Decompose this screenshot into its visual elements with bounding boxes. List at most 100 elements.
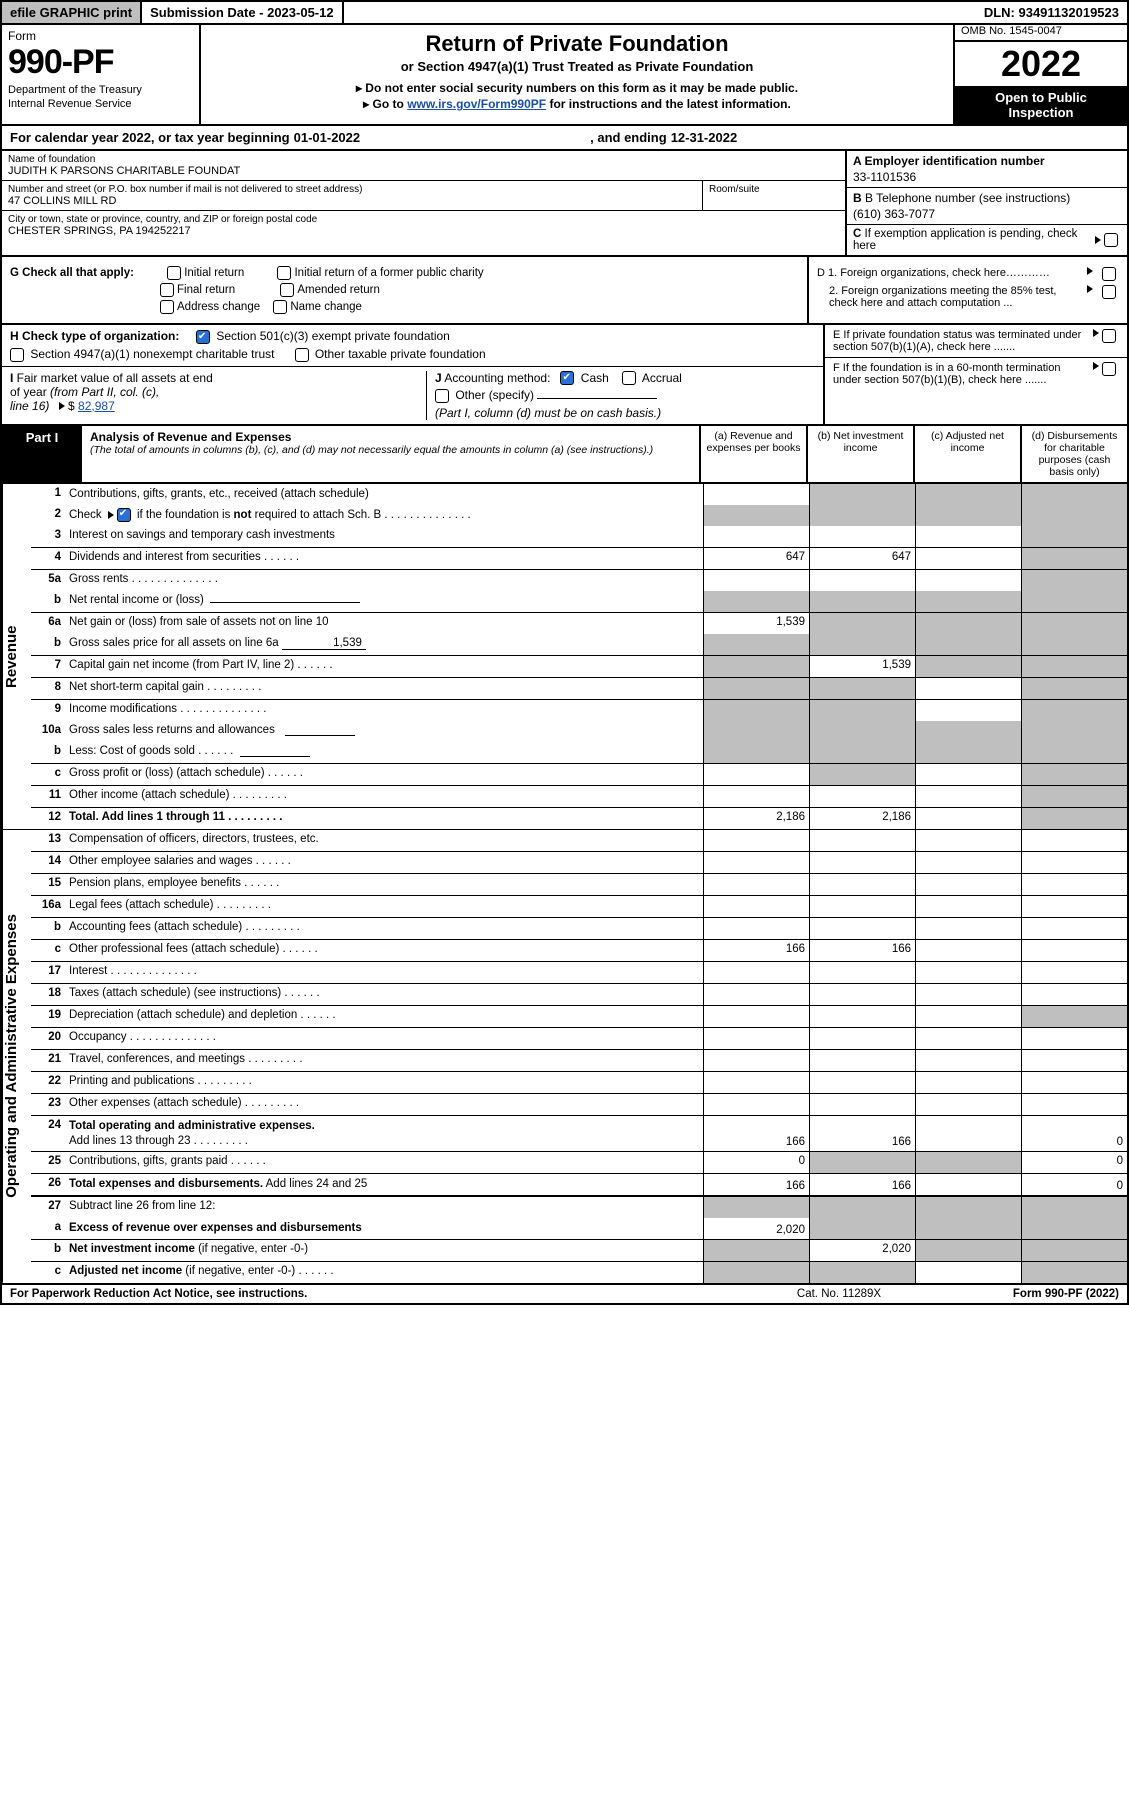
final-return-checkbox[interactable] bbox=[160, 283, 174, 297]
c-label: C If exemption application is pending, c… bbox=[853, 228, 1092, 252]
cell-6a-a: 1,539 bbox=[703, 613, 809, 634]
amended-return-checkbox[interactable] bbox=[280, 283, 294, 297]
j-block: J Accounting method: Cash Accrual Other … bbox=[426, 371, 815, 421]
dln: DLN: 93491132019523 bbox=[976, 2, 1127, 23]
cell bbox=[703, 874, 809, 895]
cell-26b: 166 bbox=[809, 1174, 915, 1195]
cell bbox=[703, 852, 809, 873]
city-value: CHESTER SPRINGS, PA 194252217 bbox=[8, 225, 839, 237]
fmv-value: 82,987 bbox=[78, 399, 115, 413]
initial-former-checkbox[interactable] bbox=[277, 266, 291, 280]
line-num: 18 bbox=[31, 984, 67, 1005]
address-change-checkbox[interactable] bbox=[160, 300, 174, 314]
initial-return-checkbox[interactable] bbox=[167, 266, 181, 280]
r7-text: Capital gain net income (from Part IV, l… bbox=[69, 659, 294, 671]
d2-checkbox[interactable] bbox=[1102, 285, 1116, 299]
j-other-checkbox[interactable] bbox=[435, 389, 449, 403]
line-num: 6a bbox=[31, 613, 67, 634]
cell bbox=[703, 1006, 809, 1027]
footer-right: Form 990-PF (2022) bbox=[939, 1288, 1119, 1300]
h-other-tax-checkbox[interactable] bbox=[295, 348, 309, 362]
cell bbox=[915, 505, 1021, 526]
r14-text: Other employee salaries and wages bbox=[69, 855, 252, 867]
cell bbox=[703, 700, 809, 721]
instructions-link[interactable]: www.irs.gov/Form990PF bbox=[407, 97, 546, 111]
ein-label: A Employer identification number bbox=[853, 154, 1121, 168]
cell bbox=[1021, 1262, 1127, 1283]
f-checkbox[interactable] bbox=[1102, 362, 1116, 376]
r5b-text: Net rental income or (loss) bbox=[69, 594, 204, 606]
g-label: G Check all that apply: bbox=[10, 267, 134, 279]
r23-text: Other expenses (attach schedule) bbox=[69, 1097, 242, 1109]
ein-value: 33-1101536 bbox=[853, 170, 1121, 184]
schb-not-required-checkbox[interactable] bbox=[117, 508, 131, 522]
cell bbox=[915, 742, 1021, 763]
cell bbox=[703, 1262, 809, 1283]
cell bbox=[809, 1218, 915, 1239]
cell bbox=[915, 1028, 1021, 1049]
cell-24d: 0 bbox=[1021, 1116, 1127, 1151]
cell bbox=[703, 505, 809, 526]
j-accrual-checkbox[interactable] bbox=[622, 371, 636, 385]
cell bbox=[703, 526, 809, 547]
line-22-desc: Printing and publications bbox=[67, 1072, 703, 1093]
leader-dots bbox=[252, 855, 290, 867]
r6b-text: Gross sales price for all assets on line… bbox=[69, 637, 279, 649]
cell bbox=[915, 548, 1021, 569]
leader-dots bbox=[177, 703, 266, 715]
cell bbox=[1021, 874, 1127, 895]
calyear-end-label: , and ending bbox=[590, 130, 667, 145]
cell bbox=[915, 570, 1021, 591]
r24b-text: Add lines 13 through 23 bbox=[69, 1135, 190, 1147]
h-501c3-checkbox[interactable] bbox=[196, 330, 210, 344]
e-checkbox[interactable] bbox=[1102, 329, 1116, 343]
cell-27b-b: 2,020 bbox=[809, 1240, 915, 1261]
name-label: Name of foundation bbox=[8, 154, 839, 165]
h-4947-checkbox[interactable] bbox=[10, 348, 24, 362]
street-cell: Number and street (or P.O. box number if… bbox=[2, 181, 703, 210]
note-ssn: ▸ Do not enter social security numbers o… bbox=[209, 80, 945, 96]
d1-checkbox[interactable] bbox=[1102, 267, 1116, 281]
leader-dots bbox=[190, 1135, 248, 1147]
cell bbox=[915, 1050, 1021, 1071]
line-num: b bbox=[31, 634, 67, 655]
cell bbox=[703, 742, 809, 763]
arrow-icon bbox=[1093, 329, 1099, 337]
r17-text: Interest bbox=[69, 965, 107, 977]
revenue-rows: 1 Contributions, gifts, grants, etc., re… bbox=[31, 484, 1127, 829]
telephone-cell: B B Telephone number (see instructions) … bbox=[847, 188, 1127, 225]
line-27-desc: Subtract line 26 from line 12: bbox=[67, 1197, 703, 1218]
revenue-section: Revenue 1 Contributions, gifts, grants, … bbox=[2, 484, 1127, 830]
leader-dots bbox=[281, 987, 319, 999]
line-num: 24 bbox=[31, 1116, 67, 1151]
name-change-label: Name change bbox=[290, 301, 362, 313]
cell bbox=[809, 484, 915, 505]
open-line1: Open to Public bbox=[957, 90, 1125, 105]
j-accrual-label: Accrual bbox=[642, 371, 682, 385]
leader-dots bbox=[242, 1097, 300, 1109]
note-goto: ▸ Go to www.irs.gov/Form990PF for instru… bbox=[209, 96, 945, 112]
expenses-side-label: Operating and Administrative Expenses bbox=[2, 830, 31, 1283]
j-cash-checkbox[interactable] bbox=[560, 371, 574, 385]
form-title: Return of Private Foundation bbox=[209, 31, 945, 57]
cell bbox=[1021, 1006, 1127, 1027]
cell bbox=[809, 613, 915, 634]
cell bbox=[1021, 1050, 1127, 1071]
cell bbox=[915, 1152, 1021, 1173]
cell bbox=[915, 678, 1021, 699]
expenses-rows: 13 Compensation of officers, directors, … bbox=[31, 830, 1127, 1283]
name-change-checkbox[interactable] bbox=[273, 300, 287, 314]
r4-text: Dividends and interest from securities bbox=[69, 551, 261, 563]
line-num: 15 bbox=[31, 874, 67, 895]
line-10b-desc: Less: Cost of goods sold bbox=[67, 742, 703, 763]
r16c-text: Other professional fees (attach schedule… bbox=[69, 943, 279, 955]
leader-dots bbox=[213, 899, 271, 911]
line-23-desc: Other expenses (attach schedule) bbox=[67, 1094, 703, 1115]
line-num: 20 bbox=[31, 1028, 67, 1049]
r11-text: Other income (attach schedule) bbox=[69, 789, 229, 801]
line-27a-desc: Excess of revenue over expenses and disb… bbox=[67, 1218, 703, 1239]
street-value: 47 COLLINS MILL RD bbox=[8, 195, 696, 207]
line-10c-desc: Gross profit or (loss) (attach schedule) bbox=[67, 764, 703, 785]
cell bbox=[809, 962, 915, 983]
c-checkbox[interactable] bbox=[1104, 233, 1118, 247]
